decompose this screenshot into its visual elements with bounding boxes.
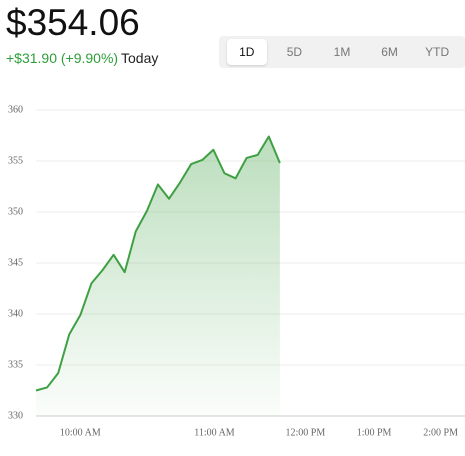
y-tick-label: 330 [8, 410, 23, 421]
y-tick-label: 335 [8, 359, 23, 370]
y-tick-label: 350 [8, 206, 23, 217]
range-tab[interactable]: YTD [425, 45, 450, 59]
y-tick-label: 345 [8, 257, 23, 268]
y-tick-label: 360 [8, 104, 23, 115]
range-tabs: 1D 5D 1M 6M YTD [219, 36, 465, 68]
price-line [35, 135, 281, 392]
x-tick-label: 11:00 AM [194, 427, 235, 438]
x-tick-label: 12:00 PM [286, 427, 326, 438]
range-tab[interactable]: 6M [381, 45, 398, 59]
period-label: Today [121, 50, 159, 66]
range-tab[interactable]: 1D [226, 39, 267, 65]
price-change: +$31.90 (+9.90%) [6, 50, 119, 66]
y-tick-label: 340 [8, 308, 23, 319]
x-tick-label: 2:00 PM [423, 427, 458, 438]
y-tick-label: 355 [8, 155, 23, 166]
x-tick-label: 1:00 PM [357, 427, 392, 438]
range-tab[interactable]: 1M [333, 45, 351, 59]
range-tab[interactable]: 5D [286, 45, 303, 59]
x-tick-label: 10:00 AM [60, 427, 101, 438]
price: $354.06 [6, 2, 140, 43]
area-fill [36, 136, 280, 416]
chart: 330 335 340 345 350 355 360 10:00 AM 11:00 AM 12:… [8, 104, 465, 438]
